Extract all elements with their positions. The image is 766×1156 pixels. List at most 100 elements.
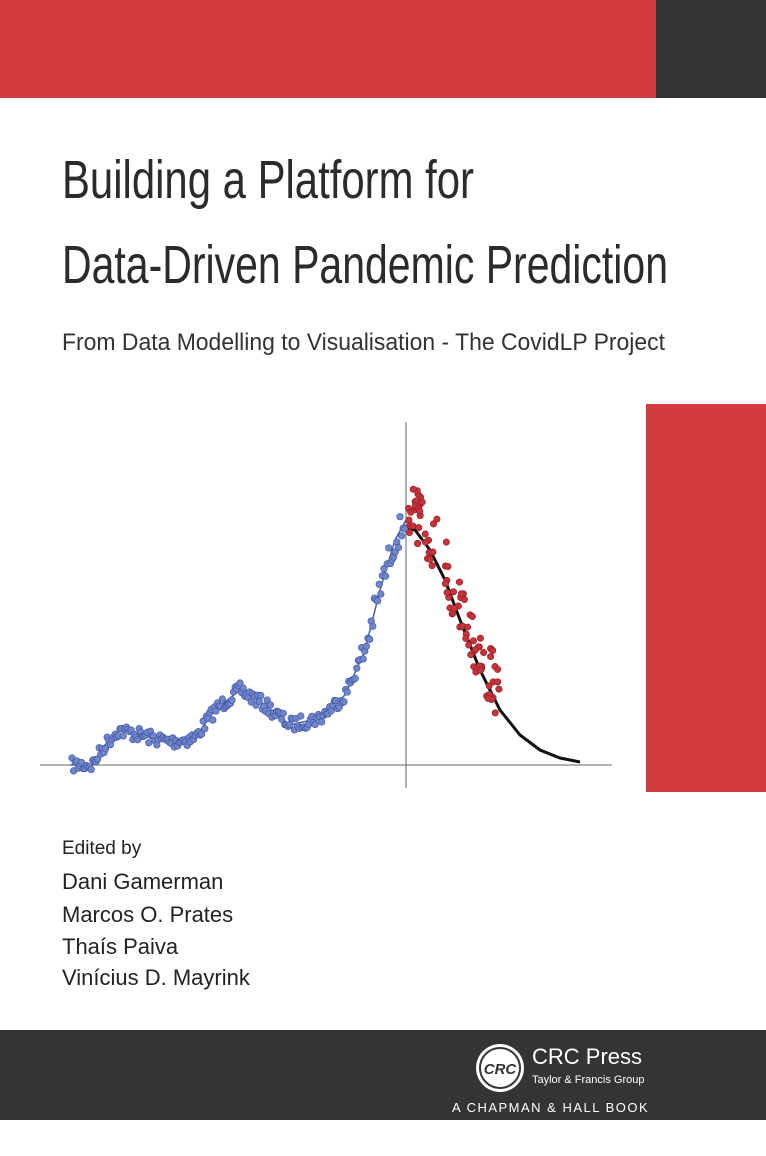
observed-dot	[385, 544, 393, 552]
forecast-dot	[433, 515, 441, 523]
observed-dot	[311, 720, 319, 729]
observed-dot	[228, 696, 236, 704]
side-block	[646, 404, 766, 792]
observed-dot	[257, 691, 265, 700]
forecast-dot	[415, 524, 423, 532]
observed-dot	[255, 697, 263, 705]
forecast-dot	[416, 507, 424, 515]
forecast-dot	[477, 666, 485, 674]
forecast-dot	[485, 682, 493, 690]
observed-dot	[279, 709, 287, 717]
observed-dot	[145, 739, 153, 747]
forecast-dot	[444, 563, 452, 571]
forecast-dot	[495, 685, 503, 693]
forecast-dot	[457, 590, 465, 598]
logo-text: CRC	[484, 1061, 518, 1078]
forecast-dot	[450, 605, 458, 613]
publisher-logo	[476, 1044, 524, 1092]
forecast-dot	[458, 622, 466, 630]
observed-dot	[93, 755, 102, 763]
forecast-dot	[407, 508, 415, 516]
observed-dot	[297, 712, 305, 720]
forecast-dot	[487, 653, 495, 661]
forecast-dot	[429, 548, 437, 556]
forecast-dot	[428, 562, 436, 570]
forecast-dot	[476, 634, 484, 642]
forecast-dot	[468, 612, 476, 620]
logo-ring	[479, 1047, 521, 1089]
observed-dot	[351, 674, 359, 682]
forecast-dot	[471, 646, 479, 654]
observed-dot	[369, 622, 377, 630]
observed-dot	[239, 684, 247, 692]
illustration	[40, 422, 612, 788]
forecast-dot	[421, 530, 429, 538]
top-band	[0, 0, 766, 98]
forecast-dot	[442, 538, 450, 546]
subtitle: From Data Modelling to Visualisation - T…	[62, 329, 665, 356]
observed-dot	[236, 679, 244, 687]
forecast-dot	[443, 589, 451, 597]
observed-dot	[87, 765, 95, 774]
editor-name: Vinícius D. Mayrink	[62, 965, 251, 990]
forecast-dot	[460, 596, 468, 604]
observed-dot	[201, 725, 209, 733]
observed-dot	[359, 655, 367, 663]
observed-dot	[362, 642, 371, 650]
forecast-dot	[491, 709, 499, 717]
observed-dot	[119, 732, 127, 740]
title-line: Building a Platform for	[62, 150, 474, 210]
forecast-dot	[405, 528, 413, 536]
observed-dot	[382, 572, 390, 580]
imprint: A CHAPMAN & HALL BOOK	[452, 1100, 649, 1115]
forecast-dot	[450, 588, 458, 596]
forecast-dot	[494, 665, 502, 673]
observed-dot	[266, 701, 275, 709]
observed-dot	[343, 688, 351, 696]
editor-name: Dani Gamerman	[62, 869, 223, 894]
observed-dot	[401, 525, 409, 533]
forecast-dot	[494, 678, 502, 686]
publisher-name: CRC Press	[532, 1044, 642, 1069]
edited-by: Edited by	[62, 838, 142, 859]
editor-name: Thaís Paiva	[62, 934, 179, 959]
observed-dot	[212, 707, 220, 715]
publisher-group: Taylor & Francis Group	[532, 1074, 644, 1086]
forecast-dot	[414, 540, 422, 548]
forecast-dot	[470, 663, 478, 671]
observed-dot	[340, 698, 348, 706]
observed-dot	[209, 716, 217, 724]
forecast-dot	[480, 649, 488, 657]
observed-dot	[101, 745, 110, 753]
observed-dot	[198, 730, 206, 738]
observed-dot	[396, 513, 404, 521]
observed-dot	[377, 590, 385, 598]
forecast-dot	[409, 522, 417, 530]
forecast-dot	[489, 647, 497, 655]
forecast-dot	[441, 580, 449, 588]
top-corner-block	[656, 0, 766, 98]
observed-dot	[318, 718, 326, 726]
forecast-dot	[469, 637, 477, 645]
forecast-dot	[429, 520, 437, 528]
observed-dot	[375, 580, 383, 588]
forecast-dot	[422, 538, 430, 546]
editor-name: Marcos O. Prates	[62, 902, 233, 927]
forecast-dot	[426, 555, 434, 563]
forecast-dot	[462, 635, 470, 643]
observed-dot	[366, 635, 374, 643]
observed-dot	[374, 597, 382, 605]
forecast-dot	[455, 578, 463, 586]
observed-dot	[353, 664, 361, 672]
title-line: Data-Driven Pandemic Prediction	[62, 235, 668, 295]
forecast-dot	[484, 694, 492, 702]
observed-dot	[218, 695, 226, 703]
observed-dot	[394, 543, 403, 552]
forecast-dot	[465, 641, 473, 649]
forecast-dot	[409, 485, 417, 493]
observed-dot	[398, 532, 406, 540]
forecast-dot	[467, 651, 475, 659]
forecast-dot	[418, 498, 426, 506]
bottom-band	[0, 1030, 766, 1120]
